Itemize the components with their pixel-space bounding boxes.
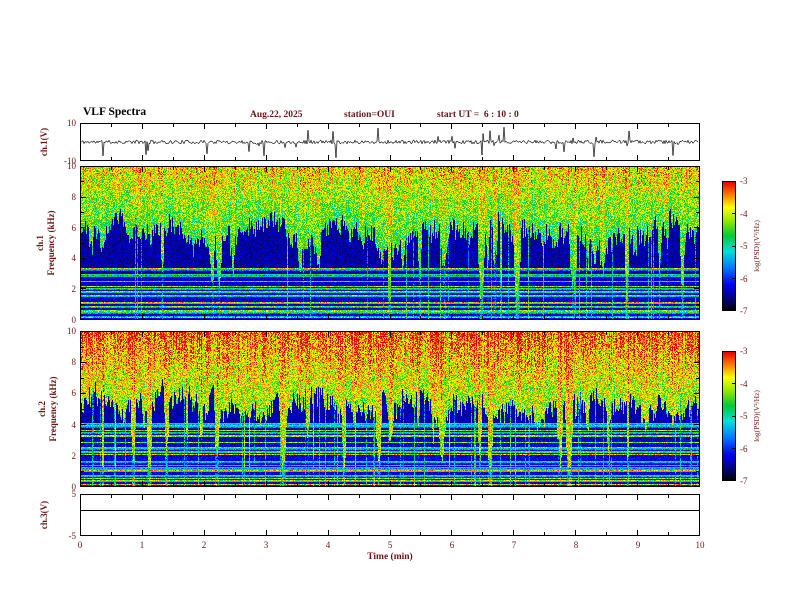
ch2-spectrogram-canvas xyxy=(80,331,700,487)
ch1-spectrogram-canvas xyxy=(80,166,700,320)
colorbar-ch2-canvas xyxy=(722,351,736,481)
tick-label: 2 xyxy=(201,540,207,550)
tick-label: 5 xyxy=(387,540,393,550)
tick-label: 0 xyxy=(71,482,77,492)
start-ut-label: start UT = 6 : 10 : 0 xyxy=(437,110,519,120)
tick-label: 6 xyxy=(71,388,77,399)
tick-label: 2 xyxy=(71,284,77,295)
tick-label: 2 xyxy=(71,450,77,461)
tick-label: -10 xyxy=(64,156,76,166)
tick-label: 5 xyxy=(71,489,77,499)
ch1-frequency-label: Frequency (kHz) xyxy=(46,210,56,276)
tick-label: 6 xyxy=(449,540,455,550)
tick-label: 9 xyxy=(635,540,641,550)
tick-label: -5 xyxy=(740,411,748,421)
tick-label: -7 xyxy=(740,306,748,316)
tick-label: -4 xyxy=(740,378,748,389)
tick-label: 8 xyxy=(573,540,579,550)
ch2-frequency-label: Frequency (kHz) xyxy=(48,376,58,442)
ch1-channel-label: ch.1 xyxy=(35,235,45,251)
plot-date: Aug.22, 2025 xyxy=(250,110,303,120)
tick-label: 7 xyxy=(511,540,517,550)
tick-label: -6 xyxy=(740,273,748,284)
tick-label: 10 xyxy=(695,540,705,550)
tick-label: 0 xyxy=(77,540,83,550)
tick-label: -3 xyxy=(740,176,748,186)
tick-label: 4 xyxy=(325,540,331,550)
tick-label: -6 xyxy=(740,443,748,454)
tick-label: 10 xyxy=(67,326,76,336)
station-label: station=OUI xyxy=(344,110,395,120)
tick-label: 4 xyxy=(71,253,77,264)
tick-label: 8 xyxy=(71,191,77,202)
ch1-voltage-canvas xyxy=(80,123,700,161)
tick-label: -3 xyxy=(740,346,748,356)
tick-label: 6 xyxy=(71,222,77,233)
colorbar-ch1-canvas xyxy=(722,181,736,311)
plot-title: VLF Spectra xyxy=(83,106,147,118)
tick-label: 3 xyxy=(263,540,269,550)
tick-label: -7 xyxy=(740,476,748,486)
tick-label: -5 xyxy=(740,241,748,251)
ch1-voltage-axis-label: ch.1(V) xyxy=(39,127,49,157)
ch1-frequency-axis-label: ch.1 Frequency (kHz) xyxy=(35,166,57,320)
ch3-voltage-canvas xyxy=(80,494,700,536)
time-axis-label: Time (min) xyxy=(367,552,413,562)
tick-label: -4 xyxy=(740,208,748,219)
tick-label: 1 xyxy=(139,540,145,550)
tick-label: 8 xyxy=(71,357,77,368)
ch2-frequency-axis-label: ch.2 Frequency (kHz) xyxy=(37,331,59,487)
tick-label: -5 xyxy=(68,531,77,541)
tick-label: 10 xyxy=(67,118,76,128)
tick-label: 4 xyxy=(71,419,77,430)
ch2-channel-label: ch.2 xyxy=(37,401,47,417)
ch3-voltage-axis-label: ch.3(V) xyxy=(39,500,49,530)
tick-label: 10 xyxy=(67,161,76,171)
tick-label: 0 xyxy=(71,315,77,325)
